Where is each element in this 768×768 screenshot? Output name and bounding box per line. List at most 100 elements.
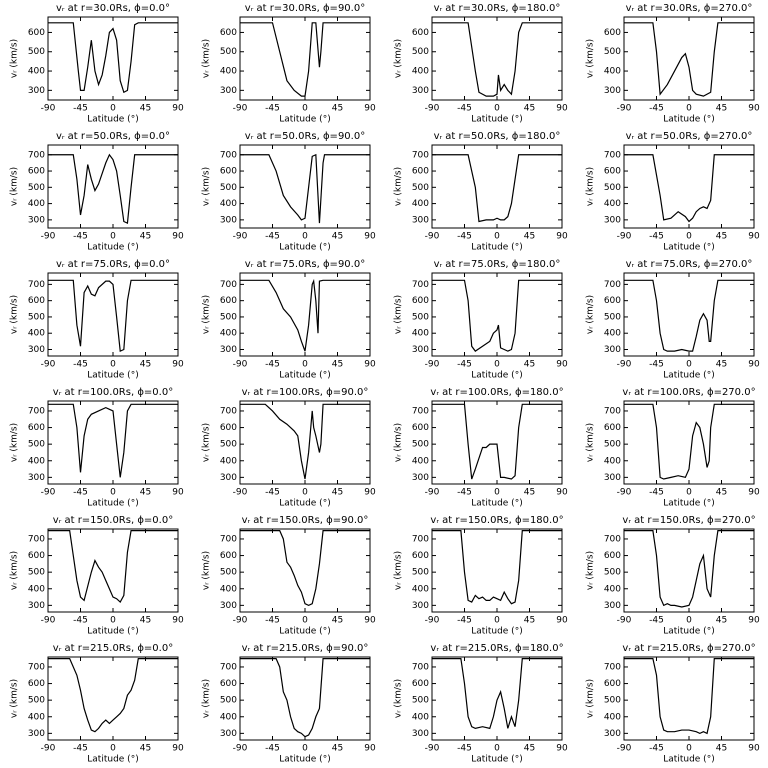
- y-tick-label: 400: [220, 67, 237, 77]
- y-tick-label: 500: [604, 696, 621, 706]
- x-tick-label: 0: [302, 616, 308, 626]
- y-tick-label: 300: [412, 215, 429, 225]
- x-tick-label: -45: [265, 744, 280, 754]
- y-tick-label: 400: [412, 584, 429, 594]
- y-tick-label: 600: [412, 167, 429, 177]
- panel: vᵣ at r=50.0Rs, ϕ=90.0° -90 -45 0 45 90 300 400…: [202, 131, 376, 253]
- x-axis-label: Latitude (°): [663, 755, 714, 765]
- panel: vᵣ at r=100.0Rs, ϕ=90.0° -90 -45 0 45 90 300 40…: [202, 387, 376, 509]
- y-tick-label: 700: [412, 534, 429, 544]
- data-line: [240, 22, 370, 97]
- y-axis-label: vᵣ (km/s): [394, 39, 404, 78]
- y-tick-label: 500: [412, 47, 429, 57]
- data-line: [240, 403, 370, 480]
- panel: vᵣ at r=215.0Rs, ϕ=180.0° -90 -45 0 45 90 300 4…: [394, 643, 568, 765]
- y-tick-label: 300: [412, 345, 429, 355]
- x-tick-label: -90: [425, 616, 440, 626]
- x-tick-label: -90: [41, 232, 56, 242]
- y-tick-label: 400: [220, 456, 237, 466]
- x-tick-label: 90: [556, 744, 568, 754]
- y-axis-label: vᵣ (km/s): [202, 167, 212, 206]
- panel-title: vᵣ at r=50.0Rs, ϕ=90.0°: [245, 131, 365, 142]
- x-tick-label: 45: [524, 104, 535, 114]
- x-tick-label: 0: [110, 232, 116, 242]
- plot-frame: [47, 144, 179, 229]
- y-tick-label: 700: [604, 280, 621, 290]
- plot-frame: [623, 656, 755, 741]
- x-tick-label: 90: [172, 744, 184, 754]
- y-tick-label: 300: [604, 345, 621, 355]
- y-axis-label: vᵣ (km/s): [10, 167, 20, 206]
- x-tick-label: -90: [425, 104, 440, 114]
- x-axis-label: Latitude (°): [663, 115, 714, 125]
- y-tick-label: 600: [604, 167, 621, 177]
- y-axis-label: vᵣ (km/s): [202, 39, 212, 78]
- panel: vᵣ at r=100.0Rs, ϕ=180.0° -90 -45 0 45 90 300 4…: [394, 387, 568, 509]
- panel: vᵣ at r=150.0Rs, ϕ=180.0° -90 -45 0 45 90 300 4…: [394, 515, 568, 637]
- plot-frame: [47, 528, 179, 613]
- y-tick-label: 600: [220, 28, 237, 38]
- x-tick-label: -45: [265, 616, 280, 626]
- panel-title: vᵣ at r=215.0Rs, ϕ=180.0°: [430, 643, 563, 654]
- y-tick-label: 700: [412, 406, 429, 416]
- y-tick-label: 300: [412, 86, 429, 96]
- panel-title: vᵣ at r=50.0Rs, ϕ=180.0°: [434, 131, 561, 142]
- y-tick-label: 700: [28, 662, 45, 672]
- y-tick-label: 400: [28, 584, 45, 594]
- y-tick-label: 500: [220, 440, 237, 450]
- x-tick-label: -90: [425, 232, 440, 242]
- x-tick-label: 90: [748, 360, 760, 370]
- y-tick-label: 300: [604, 86, 621, 96]
- y-tick-label: 300: [220, 86, 237, 96]
- y-tick-label: 400: [220, 329, 237, 339]
- y-tick-label: 400: [28, 456, 45, 466]
- y-tick-label: 300: [412, 601, 429, 611]
- y-tick-label: 700: [604, 534, 621, 544]
- x-axis-label: Latitude (°): [279, 627, 330, 637]
- x-tick-label: 45: [140, 616, 151, 626]
- y-axis-label: vᵣ (km/s): [202, 679, 212, 718]
- y-tick-label: 600: [28, 28, 45, 38]
- x-tick-label: 0: [302, 360, 308, 370]
- data-line: [432, 658, 562, 730]
- x-tick-label: -45: [457, 104, 472, 114]
- y-tick-label: 500: [412, 696, 429, 706]
- plot-frame: [623, 16, 755, 101]
- plot-frame: [623, 528, 755, 613]
- data-line: [48, 530, 178, 604]
- x-tick-label: 0: [494, 488, 500, 498]
- y-tick-label: 400: [28, 712, 45, 722]
- x-tick-label: 0: [494, 616, 500, 626]
- y-tick-label: 300: [412, 729, 429, 739]
- x-tick-label: 0: [302, 744, 308, 754]
- x-tick-label: -45: [649, 360, 664, 370]
- y-tick-label: 700: [28, 150, 45, 160]
- data-line: [48, 22, 178, 94]
- y-tick-label: 500: [220, 312, 237, 322]
- y-tick-label: 500: [220, 183, 237, 193]
- x-tick-label: 45: [524, 232, 535, 242]
- x-tick-label: -45: [73, 744, 88, 754]
- y-tick-label: 400: [220, 199, 237, 209]
- y-tick-label: 300: [220, 215, 237, 225]
- y-tick-label: 600: [220, 679, 237, 689]
- x-tick-label: -45: [73, 360, 88, 370]
- panel-title: vᵣ at r=100.0Rs, ϕ=0.0°: [53, 387, 173, 398]
- y-tick-label: 400: [604, 67, 621, 77]
- y-tick-label: 300: [604, 729, 621, 739]
- data-line: [240, 530, 370, 607]
- y-tick-label: 400: [28, 199, 45, 209]
- y-tick-label: 600: [412, 551, 429, 561]
- y-axis-label: vᵣ (km/s): [10, 295, 20, 334]
- x-tick-label: -45: [457, 360, 472, 370]
- x-tick-label: 45: [716, 616, 727, 626]
- x-tick-label: 45: [716, 104, 727, 114]
- x-tick-label: 45: [332, 360, 343, 370]
- panel: vᵣ at r=100.0Rs, ϕ=0.0° -90 -45 0 45 90 300 400…: [10, 387, 184, 509]
- y-tick-label: 600: [604, 296, 621, 306]
- panel-title: vᵣ at r=150.0Rs, ϕ=180.0°: [430, 515, 563, 526]
- plot-frame: [239, 656, 371, 741]
- y-tick-label: 300: [220, 345, 237, 355]
- x-tick-label: 90: [364, 744, 376, 754]
- x-tick-label: 90: [556, 488, 568, 498]
